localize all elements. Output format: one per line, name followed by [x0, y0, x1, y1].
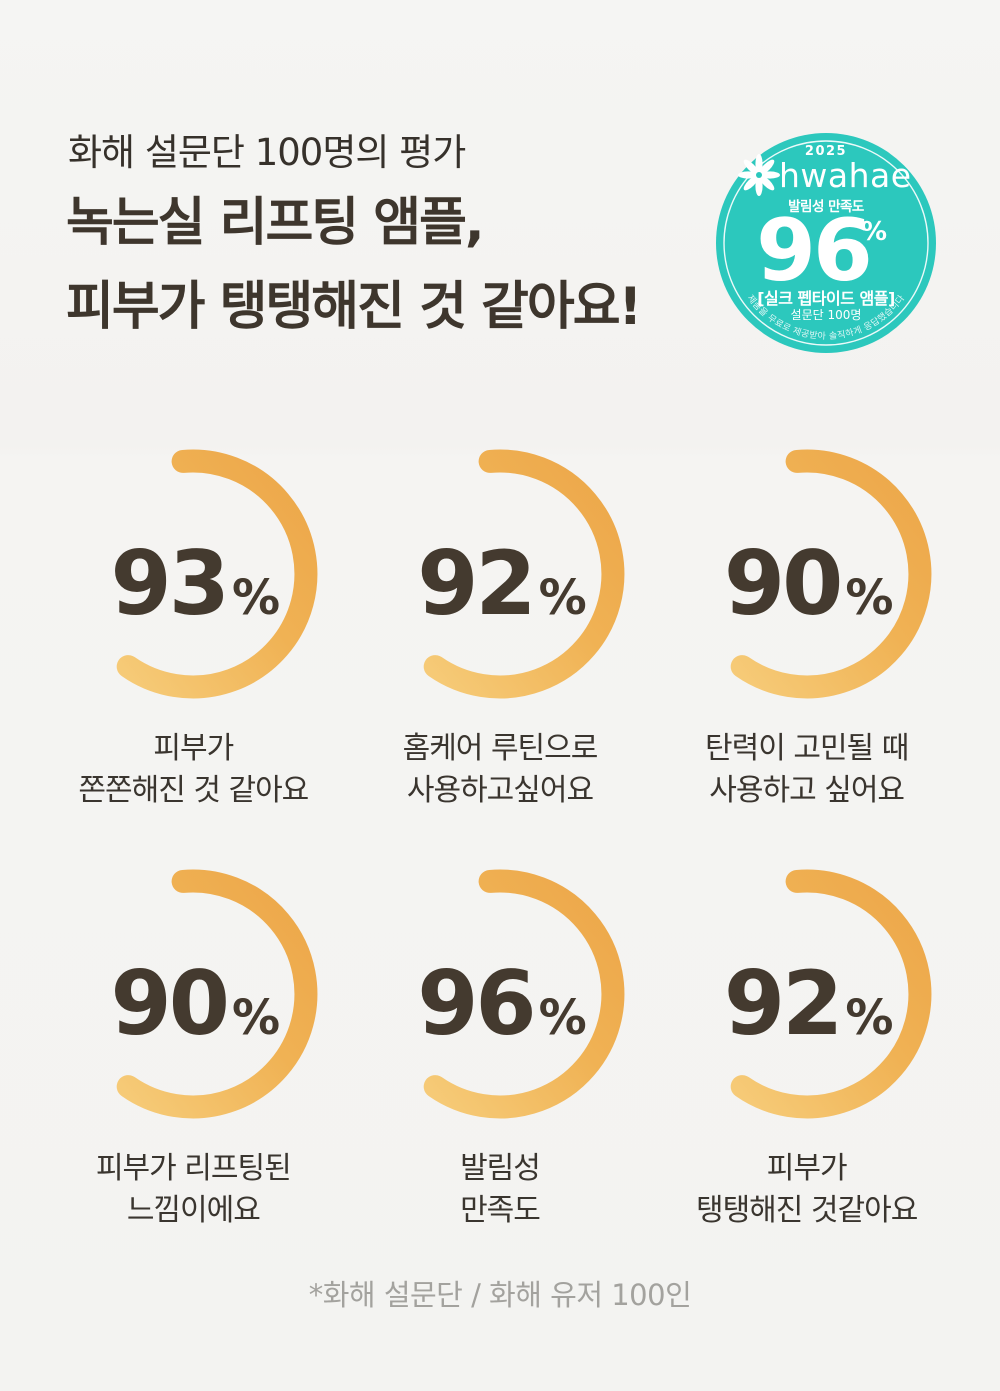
- gauge-ring-box: 92 %: [677, 864, 937, 1124]
- gauge-label-line2: 사용하고싶어요: [406, 773, 594, 808]
- gauge-ring-box: 92 %: [370, 444, 630, 704]
- gauge-label-line2: 느낌이에요: [126, 1193, 261, 1228]
- hwahae-flower-icon: [738, 154, 780, 196]
- badge-panel-size: 설문단 100명: [791, 308, 862, 322]
- gauge-label-line2: 쫀쫀해진 것 같아요: [78, 773, 309, 808]
- gauge-label: 피부가 쫀쫀해진 것 같아요: [78, 728, 309, 812]
- gauge-label-line1: 피부가: [766, 1151, 848, 1186]
- gauge-cell-4: 90 % 피부가 리프팅된 느낌이에요: [63, 864, 323, 1232]
- gauge-label: 발림성 만족도: [460, 1148, 541, 1232]
- gauge-cell-2: 92 % 홈케어 루틴으로 사용하고싶어요: [370, 444, 630, 812]
- page-title-line1: 녹는실 리프팅 앰플,: [66, 193, 485, 253]
- page-title-line2: 피부가 탱탱해진 것 같아요!: [66, 277, 642, 338]
- gauge-label-line2: 사용하고 싶어요: [709, 773, 905, 808]
- gauge-cell-3: 90 % 탄력이 고민될 때 사용하고 싶어요: [677, 444, 937, 812]
- gauge-ring-box: 90 %: [677, 444, 937, 704]
- gauge-label: 홈케어 루틴으로 사용하고싶어요: [402, 728, 599, 812]
- gauge-cell-5: 96 % 발림성 만족도: [370, 864, 630, 1232]
- gauge-arc: [423, 869, 625, 1119]
- gauge-label: 탄력이 고민될 때 사용하고 싶어요: [705, 728, 909, 812]
- gauge-ring-box: 90 %: [63, 864, 323, 1124]
- badge-score-unit: %: [861, 217, 887, 247]
- gauge-ring-box: 96 %: [370, 864, 630, 1124]
- hwahae-award-badge: 2025 hwahae 발림성 만족도 96 % [실크 펩타이드 앰플] 설문…: [716, 133, 936, 353]
- badge-inner-ring: [723, 140, 929, 346]
- source-footnote: *화해 설문단 / 화해 유저 100인: [308, 1278, 692, 1312]
- gauge-grid: 93 % 피부가 쫀쫀해진 것 같아요 92 %: [40, 444, 960, 1232]
- gauge-label-line2: 만족도: [460, 1193, 541, 1228]
- gauge-cell-6: 92 % 피부가 탱탱해진 것같아요: [677, 864, 937, 1232]
- gauge-label-line1: 홈케어 루틴으로: [402, 731, 599, 766]
- gauge-label-line1: 발림성: [460, 1151, 541, 1186]
- page-title: 녹는실 리프팅 앰플, 피부가 탱탱해진 것 같아요!: [66, 181, 642, 349]
- gauge-ring-box: 93 %: [63, 444, 323, 704]
- gauge-label-line1: 피부가 리프팅된: [95, 1151, 292, 1186]
- gauge-label: 피부가 리프팅된 느낌이에요: [95, 1148, 292, 1232]
- gauge-arc: [117, 869, 318, 1119]
- gauge-label-line1: 탄력이 고민될 때: [705, 731, 909, 766]
- badge-score-value: 96: [756, 201, 870, 301]
- badge-brand-wordmark: hwahae: [779, 156, 912, 195]
- gauge-arc: [730, 449, 932, 699]
- gauge-label-line2: 탱탱해진 것같아요: [695, 1193, 918, 1228]
- badge-category-label: 발림성 만족도: [788, 198, 865, 215]
- badge-year: 2025: [805, 144, 847, 159]
- gauge-arc: [117, 449, 318, 699]
- gauge-label-line1: 피부가: [153, 731, 234, 766]
- badge-product-name: [실크 펩타이드 앰플]: [757, 289, 895, 308]
- survey-eyebrow: 화해 설문단 100명의 평가: [68, 131, 466, 174]
- gauge-cell-1: 93 % 피부가 쫀쫀해진 것 같아요: [63, 444, 323, 812]
- gauge-label: 피부가 탱탱해진 것같아요: [695, 1148, 918, 1232]
- gauge-arc: [730, 869, 932, 1119]
- gauge-arc: [423, 449, 625, 699]
